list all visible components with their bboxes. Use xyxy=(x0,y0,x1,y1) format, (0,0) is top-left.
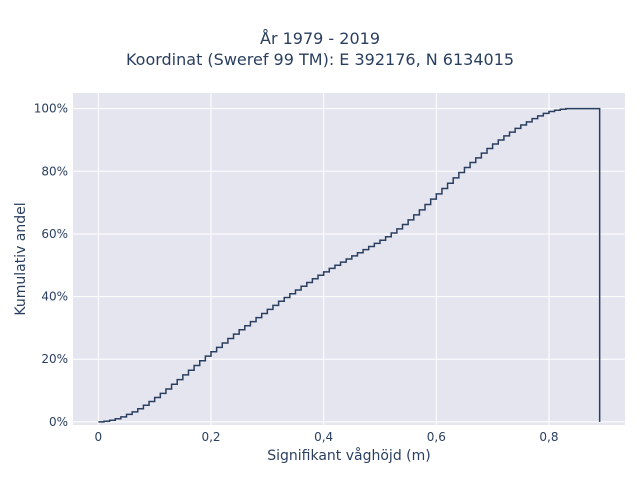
ecdf-step-line xyxy=(98,107,601,423)
y-tick-label: 0% xyxy=(49,415,68,429)
y-tick-label: 100% xyxy=(34,102,68,116)
y-tick-label: 60% xyxy=(41,227,68,241)
y-axis-label: Kumulativ andel xyxy=(13,202,29,315)
chart-title-line-1: År 1979 - 2019 xyxy=(260,29,380,48)
series-layer xyxy=(98,107,601,423)
tick-labels: 0 0,2 0,4 0,6 0,8 0% 20% 40% 60% 80% 100% xyxy=(34,102,559,444)
x-tick-label: 0,4 xyxy=(314,430,333,444)
x-tick-label: 0,8 xyxy=(539,430,558,444)
x-tick-label: 0 xyxy=(95,430,103,444)
chart-title-line-2: Koordinat (Sweref 99 TM): E 392176, N 61… xyxy=(125,50,515,69)
x-tick-label: 0,2 xyxy=(201,430,220,444)
grid-lines xyxy=(73,93,625,425)
y-tick-label: 80% xyxy=(41,164,68,178)
y-tick-label: 40% xyxy=(41,290,68,304)
x-axis-label: Signifikant våghöjd (m) xyxy=(267,447,430,464)
y-tick-label: 20% xyxy=(41,352,68,366)
x-tick-label: 0,6 xyxy=(427,430,446,444)
